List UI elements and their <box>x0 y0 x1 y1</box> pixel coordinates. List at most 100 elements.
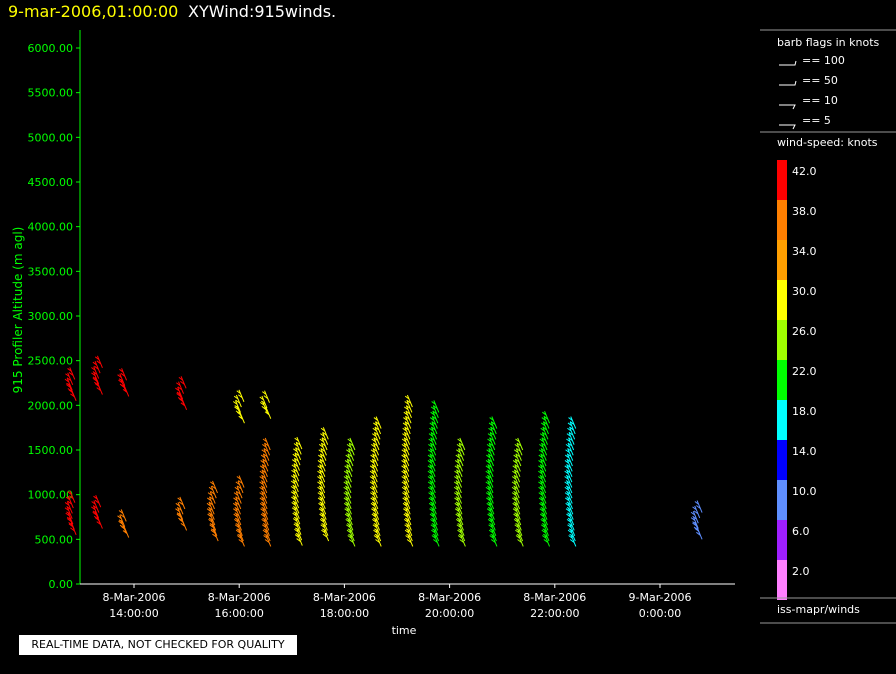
speed-legend-label: 34.0 <box>792 245 817 258</box>
wind-barb <box>260 512 269 526</box>
wind-profile <box>485 416 498 547</box>
wind-barb <box>65 495 74 509</box>
wind-barb <box>486 443 495 456</box>
wind-barb <box>317 491 326 504</box>
y-tick-label: 3500.00 <box>28 265 74 278</box>
wind-barb <box>262 443 271 456</box>
wind-barb <box>401 480 410 494</box>
y-axis-label: 915 Profiler Altitude (m agl) <box>11 227 25 394</box>
wind-barb <box>294 533 303 546</box>
speed-color-swatch <box>777 480 787 520</box>
wind-barb <box>290 474 299 487</box>
wind-barb <box>513 518 522 531</box>
wind-barb <box>290 490 299 503</box>
wind-barb <box>402 502 411 515</box>
wind-barb <box>564 491 573 504</box>
wind-barb <box>263 534 272 547</box>
wind-barb <box>402 421 411 435</box>
wind-barb <box>320 427 329 440</box>
wind-barb <box>344 464 353 477</box>
wind-barb <box>207 512 216 526</box>
wind-barb <box>690 511 699 524</box>
wind-barb <box>320 432 329 445</box>
wind-barb <box>259 496 268 510</box>
speed-color-swatch <box>777 520 787 560</box>
wind-barb <box>175 507 184 520</box>
x-axis-label: time <box>392 624 417 637</box>
wind-barb <box>540 421 549 435</box>
wind-barb <box>404 523 413 536</box>
wind-barb <box>401 443 410 456</box>
wind-barb <box>206 502 215 515</box>
wind-barb <box>117 514 126 528</box>
wind-barb <box>402 491 411 504</box>
wind-barb <box>401 437 410 451</box>
barb-legend-item: == 100 <box>802 54 845 67</box>
wind-profile <box>206 480 219 542</box>
wind-barb <box>513 512 522 526</box>
speed-color-swatch <box>777 160 787 200</box>
source-label: iss-mapr/winds <box>777 603 860 616</box>
wind-barb <box>119 368 128 381</box>
wind-barb <box>318 502 327 515</box>
wind-barb <box>538 459 547 472</box>
x-tick-label-time: 22:00:00 <box>530 607 579 620</box>
wind-barb <box>118 509 127 522</box>
wind-barb <box>540 427 549 440</box>
wind-barb <box>64 377 73 391</box>
wind-barb <box>292 452 301 466</box>
wind-barb <box>512 464 521 477</box>
speed-color-swatch <box>777 440 787 480</box>
barb-flag-icon <box>779 124 796 130</box>
y-tick-label: 2000.00 <box>28 399 74 412</box>
wind-profile <box>91 494 103 529</box>
wind-barb <box>542 411 551 424</box>
wind-barb <box>403 507 412 520</box>
wind-barb <box>401 475 410 488</box>
wind-barb <box>346 443 355 456</box>
wind-barb <box>291 506 300 519</box>
wind-profile <box>317 427 330 542</box>
wind-barb <box>67 367 76 380</box>
wind-barb <box>370 502 379 515</box>
wind-barb <box>317 469 326 483</box>
wind-barb <box>317 486 326 499</box>
y-tick-label: 6000.00 <box>28 42 74 55</box>
wind-barb <box>430 405 439 419</box>
wind-barb <box>565 507 574 520</box>
wind-barb <box>567 523 576 536</box>
wind-barb <box>345 453 354 467</box>
wind-barb <box>428 437 437 451</box>
wind-barb <box>486 502 495 515</box>
y-tick-label: 5500.00 <box>28 87 74 100</box>
wind-barb <box>427 448 436 461</box>
wind-barb <box>64 506 73 519</box>
wind-barb <box>540 523 549 536</box>
wind-barb <box>512 507 521 520</box>
wind-barb <box>404 400 413 413</box>
wind-barb <box>511 491 520 504</box>
wind-barb <box>485 459 494 472</box>
wind-barb <box>538 480 547 494</box>
wind-barb <box>232 502 241 515</box>
wind-barb <box>94 355 103 369</box>
speed-legend-title: wind-speed: knots <box>777 136 878 149</box>
wind-barb <box>538 453 547 467</box>
wind-barb <box>401 448 410 461</box>
wind-barb <box>344 512 353 526</box>
wind-barb <box>454 475 462 488</box>
wind-barb <box>429 512 438 526</box>
wind-profile <box>511 437 524 547</box>
wind-barb <box>566 518 575 531</box>
speed-legend-label: 2.0 <box>792 565 810 578</box>
x-tick-label-date: 8-Mar-2006 <box>103 591 166 604</box>
barb-flag-icon <box>779 104 796 110</box>
wind-barb <box>511 480 520 494</box>
wind-barb <box>401 453 410 467</box>
speed-legend-label: 38.0 <box>792 205 817 218</box>
wind-barb <box>319 518 328 531</box>
wind-barb <box>91 371 100 385</box>
wind-barb <box>401 469 410 483</box>
wind-barb <box>236 389 245 402</box>
axes: 0.00 500.00 1000.00 1500.00 2000.00 2500.00 30… <box>28 30 735 591</box>
